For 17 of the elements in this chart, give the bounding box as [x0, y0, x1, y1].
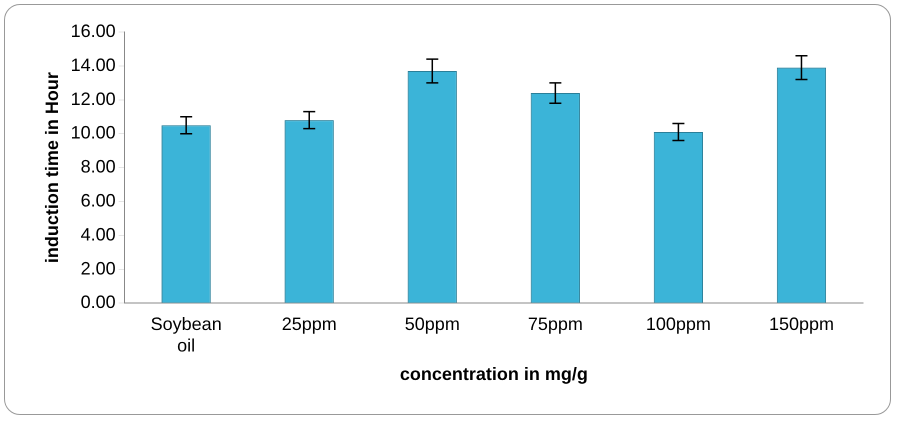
x-tick-label: Soybean oil: [150, 314, 222, 356]
x-tick-label: 50ppm: [404, 314, 460, 334]
y-axis-title: induction time in Hour: [42, 72, 62, 264]
y-tick-label: 14.00: [70, 54, 116, 75]
x-tick-label: 150ppm: [768, 314, 834, 334]
y-tick-label: 10.00: [70, 122, 116, 143]
y-tick-label: 0.00: [80, 292, 116, 312]
y-tick-label: 6.00: [80, 190, 116, 210]
x-tick-label: 25ppm: [282, 314, 337, 334]
x-tick-label: 100ppm: [646, 314, 711, 334]
x-axis-title: concentration in mg/g: [400, 364, 588, 384]
y-tick-label: 4.00: [80, 224, 116, 244]
x-tick-label: 75ppm: [528, 314, 583, 334]
y-tick-label: 8.00: [80, 156, 116, 177]
y-tick-label: 12.00: [70, 88, 116, 109]
y-tick-label: 16.00: [70, 20, 116, 41]
y-tick-label: 2.00: [80, 258, 116, 278]
